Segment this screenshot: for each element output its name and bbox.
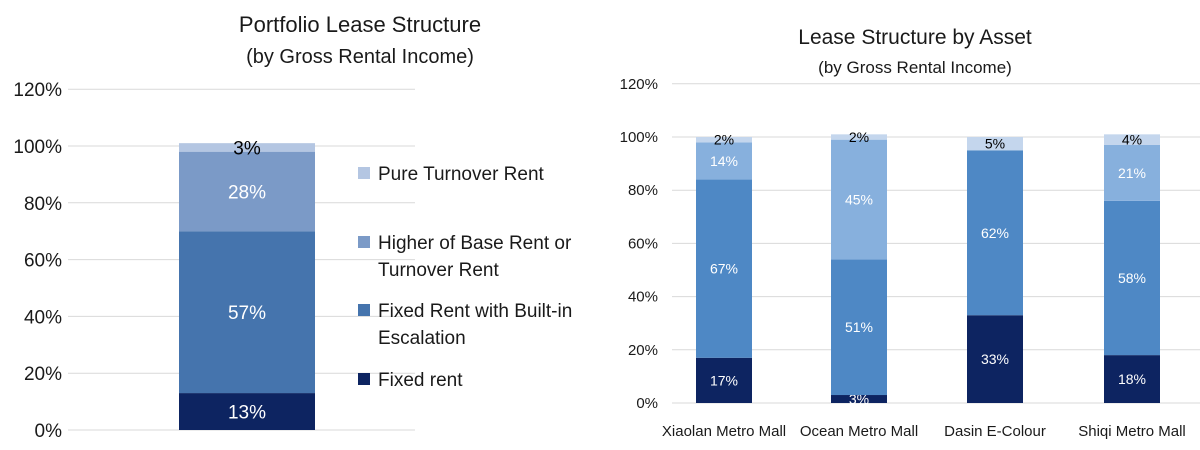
data-label: 14%	[710, 153, 738, 169]
y-tick-label: 100%	[13, 137, 62, 158]
bar-segment	[831, 259, 887, 396]
bar-segment	[1104, 134, 1160, 145]
bar-segment	[696, 357, 752, 403]
bar-segment	[696, 137, 752, 143]
data-label: 17%	[710, 372, 738, 388]
data-label: 4%	[1122, 132, 1142, 148]
y-tick-label: 80%	[24, 194, 62, 215]
x-tick-label: Xiaolan Metro Mall	[662, 423, 786, 440]
y-tick-label: 60%	[24, 251, 62, 272]
bar-segment	[967, 137, 1023, 151]
portfolio-lease-structure-chart: Portfolio Lease Structure (by Gross Rent…	[13, 12, 572, 442]
legend-label: Fixed Rent with Built-in	[378, 301, 572, 322]
legend-label: Fixed rent	[378, 370, 463, 391]
chart-subtitle: (by Gross Rental Income)	[246, 46, 474, 68]
bar-segment	[1104, 144, 1160, 201]
bar-segment	[696, 142, 752, 180]
bar-segment	[967, 150, 1023, 316]
data-label: 33%	[981, 351, 1009, 367]
legend-label: Higher of Base Rent or	[378, 233, 572, 254]
bar-segment	[179, 393, 315, 430]
legend-label: Escalation	[378, 328, 466, 349]
y-tick-label: 100%	[620, 129, 658, 146]
bar-segment	[1104, 200, 1160, 356]
x-tick-label: Shiqi Metro Mall	[1078, 423, 1186, 440]
data-label: 21%	[1118, 165, 1146, 181]
data-label: 13%	[228, 403, 266, 424]
y-tick-label: 0%	[636, 395, 658, 412]
y-tick-label: 20%	[24, 364, 62, 385]
legend-label: Turnover Rent	[378, 260, 499, 281]
bar-segment	[179, 151, 315, 232]
data-label: 67%	[710, 261, 738, 277]
chart-title: Portfolio Lease Structure	[239, 12, 481, 37]
legend-swatch	[358, 167, 370, 179]
x-tick-label: Ocean Metro Mall	[800, 423, 918, 440]
bar-segment	[831, 395, 887, 403]
data-label: 57%	[228, 303, 266, 324]
data-label: 5%	[985, 136, 1005, 152]
data-label: 51%	[845, 319, 873, 335]
bar-segment	[179, 143, 315, 152]
legend-swatch	[358, 236, 370, 248]
legend-swatch	[358, 304, 370, 316]
data-label: 62%	[981, 225, 1009, 241]
bar-segment	[1104, 355, 1160, 403]
bar-segment	[967, 315, 1023, 403]
chart-subtitle: (by Gross Rental Income)	[818, 58, 1012, 77]
data-label: 58%	[1118, 270, 1146, 286]
y-tick-label: 60%	[628, 235, 658, 252]
y-tick-label: 120%	[620, 76, 658, 93]
bar-segment	[831, 139, 887, 260]
bar-segment	[696, 179, 752, 358]
data-label: 18%	[1118, 371, 1146, 387]
x-tick-label: Dasin E-Colour	[944, 423, 1046, 440]
bar-segment	[179, 231, 315, 394]
chart-title: Lease Structure by Asset	[798, 26, 1032, 49]
y-tick-label: 20%	[628, 342, 658, 359]
bar-segment	[831, 134, 887, 140]
data-label: 45%	[845, 192, 873, 208]
data-label: 3%	[233, 138, 261, 159]
data-label: 2%	[849, 129, 869, 145]
legend-swatch	[358, 373, 370, 385]
data-label: 2%	[714, 132, 734, 148]
y-tick-label: 40%	[628, 289, 658, 306]
y-tick-label: 40%	[24, 307, 62, 328]
legend-label: Pure Turnover Rent	[378, 164, 545, 185]
data-label: 28%	[228, 182, 266, 203]
y-tick-label: 0%	[35, 421, 63, 442]
lease-structure-by-asset-chart: Lease Structure by Asset (by Gross Renta…	[620, 26, 1200, 440]
y-tick-label: 80%	[628, 182, 658, 199]
y-tick-label: 120%	[13, 80, 62, 101]
